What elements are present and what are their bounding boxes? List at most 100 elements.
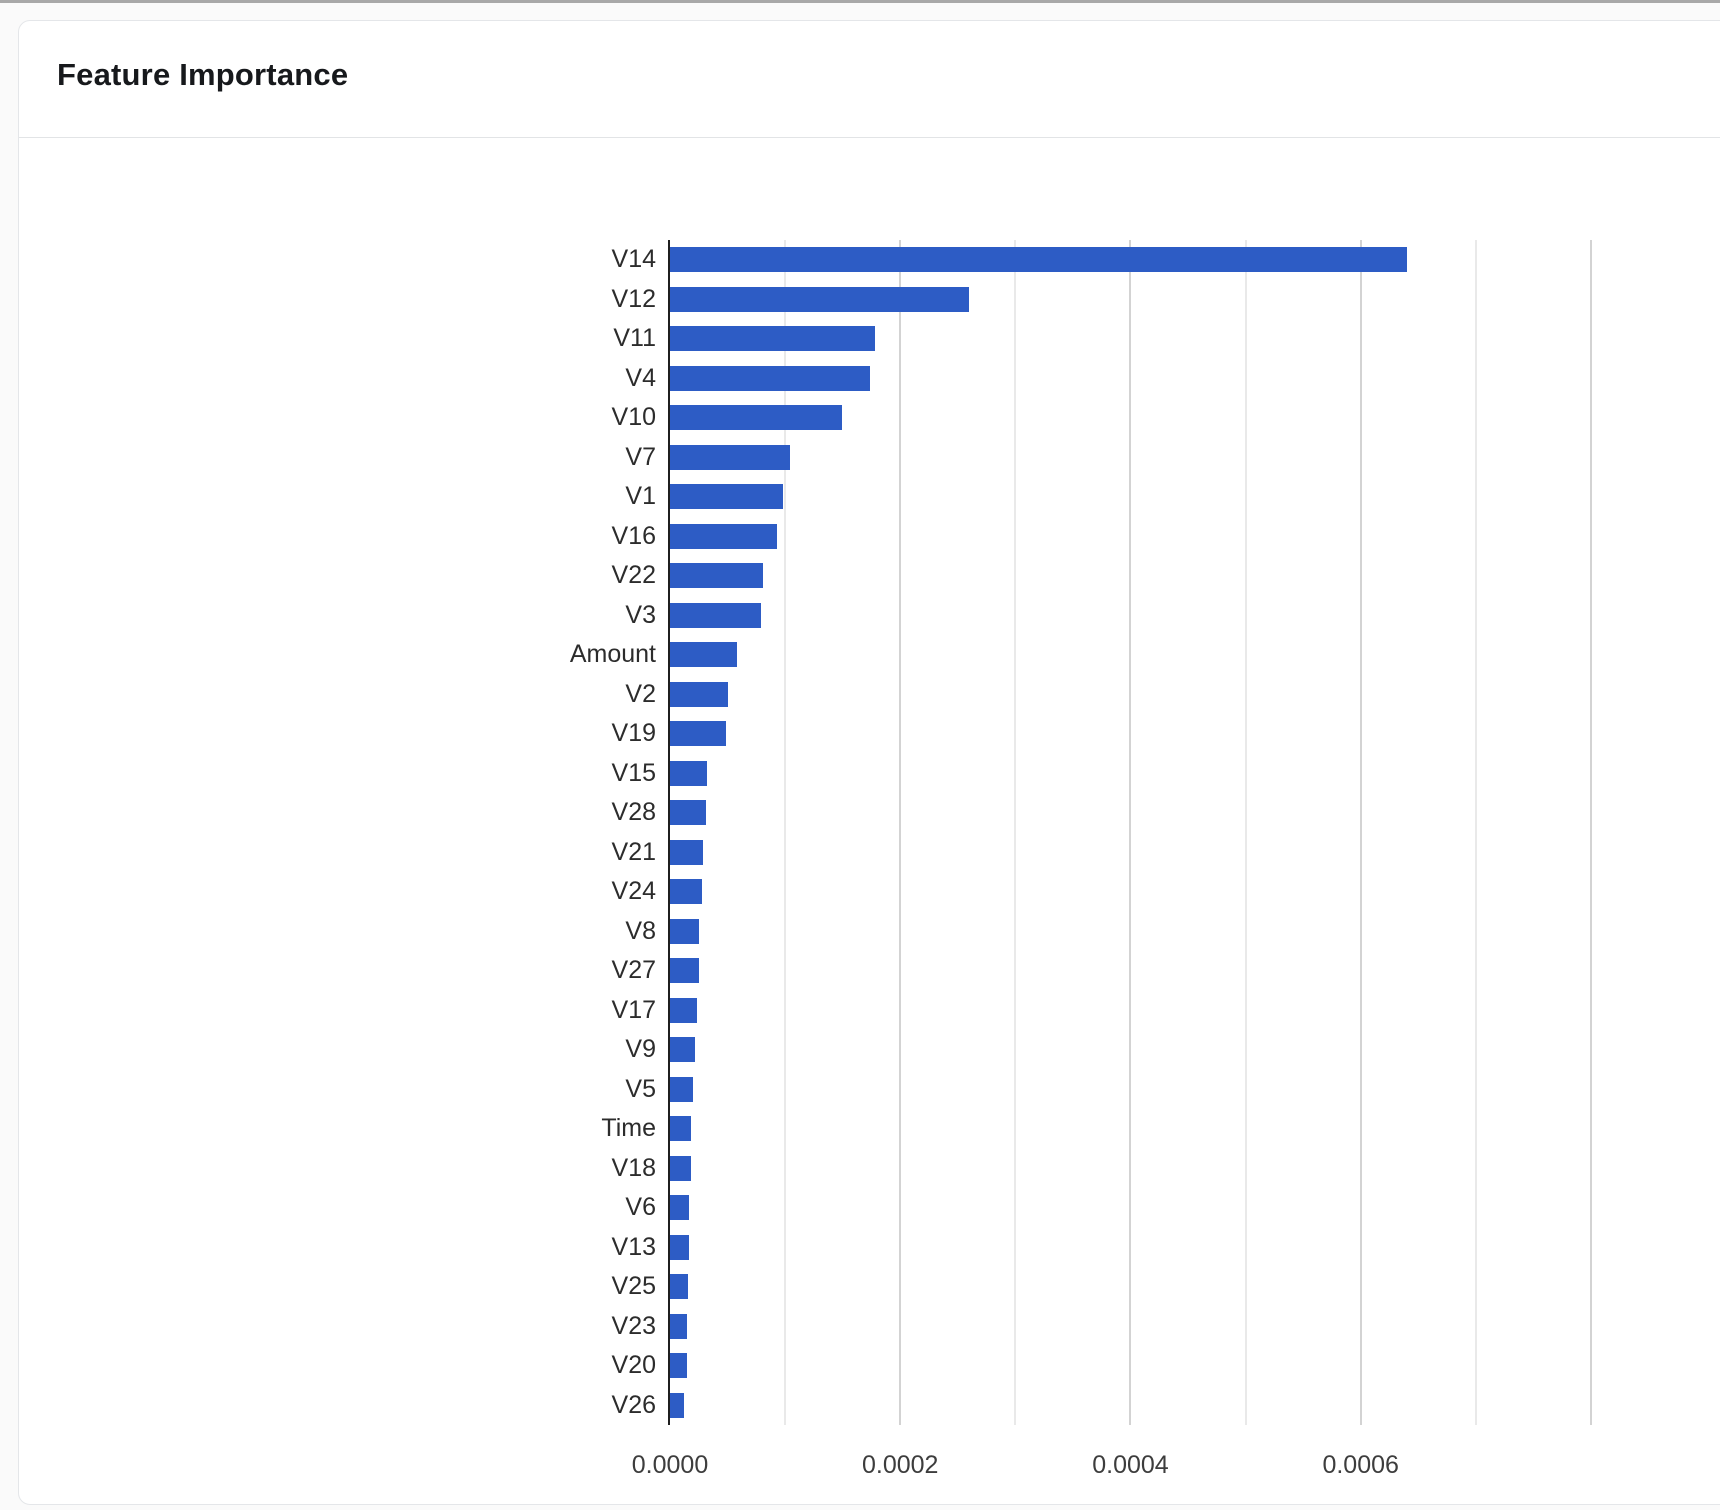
importance-bar-V2 (670, 681, 728, 707)
importance-bar-V21 (670, 839, 704, 865)
plot-area (670, 240, 1720, 1425)
y-axis-label-Amount: Amount (569, 640, 656, 668)
y-axis-label-V1: V1 (625, 482, 656, 510)
bar-row (670, 1149, 1720, 1189)
y-axis-label-V9: V9 (625, 1035, 656, 1063)
y-axis-label-V23: V23 (611, 1311, 656, 1340)
importance-bar-V9 (670, 1037, 695, 1062)
y-axis-label-V16: V16 (611, 521, 656, 550)
y-axis-label-V14: V14 (611, 245, 656, 273)
importance-bar-Time (670, 1116, 692, 1141)
bar-row (670, 1307, 1720, 1347)
bar-row (670, 1228, 1720, 1268)
bar-row (670, 714, 1720, 754)
y-axis-label-V25: V25 (611, 1272, 656, 1300)
top-edge-strip (0, 0, 1720, 3)
y-axis-label-V8: V8 (625, 916, 656, 945)
gridline (1244, 240, 1247, 1425)
importance-bar-V16 (670, 523, 778, 549)
importance-bar-V26 (670, 1392, 685, 1418)
y-axis-label-V24: V24 (611, 877, 656, 905)
importance-bar-V14 (670, 247, 1407, 272)
y-axis-label-V28: V28 (611, 798, 656, 826)
y-axis-line (668, 240, 670, 1425)
y-axis-label-V6: V6 (625, 1193, 656, 1221)
bar-row (670, 991, 1720, 1031)
bar-row (670, 675, 1720, 715)
bar-row (670, 833, 1720, 873)
importance-bar-V23 (670, 1313, 687, 1339)
importance-bar-V19 (670, 721, 726, 746)
x-axis-labels: 0.0000 0.0002 0.0004 0.0006 (632, 1449, 1720, 1481)
bar-row (670, 477, 1720, 517)
x-axis-tick-label: 0.0002 (861, 1451, 939, 1479)
bar-row (670, 359, 1720, 399)
gridline (899, 240, 902, 1425)
bar-row (670, 398, 1720, 438)
bar-row (670, 1109, 1720, 1149)
bar-row (670, 1346, 1720, 1386)
y-axis-label-V11: V11 (613, 324, 656, 352)
importance-bar-V28 (670, 800, 706, 825)
importance-bar-V18 (670, 1155, 691, 1181)
y-axis-label-V15: V15 (611, 758, 656, 787)
importance-bar-V1 (670, 484, 783, 509)
gridline (784, 240, 787, 1425)
card-header: Feature Importance (19, 21, 1720, 138)
bar-row (670, 596, 1720, 636)
y-axis-label-V21: V21 (611, 837, 656, 866)
importance-bar-V7 (670, 444, 790, 470)
importance-bar-V4 (670, 365, 871, 391)
importance-bar-V13 (670, 1234, 689, 1260)
importance-bar-V27 (670, 958, 699, 983)
bar-row (670, 1030, 1720, 1070)
bar-row (670, 793, 1720, 833)
card-title: Feature Importance (57, 57, 349, 92)
feature-importance-chart: V14 V12 V11 V4 V10 V7 V1 V16 V22 V3 Amount V2 V19 V15… (19, 21, 1720, 1504)
bar-row (670, 951, 1720, 991)
importance-bar-V10 (670, 405, 842, 430)
y-axis-labels: V14 V12 V11 V4 V10 V7 V1 V16 V22 V3 Amount V2 V19 V15… (19, 240, 656, 1425)
bar-row (670, 1267, 1720, 1307)
importance-bar-V3 (670, 602, 761, 628)
importance-bar-V17 (670, 997, 698, 1023)
gridline (1589, 240, 1592, 1425)
importance-bar-V5 (670, 1076, 694, 1102)
y-axis-label-V26: V26 (611, 1390, 656, 1419)
importance-bar-V25 (670, 1274, 689, 1299)
y-axis-label-V2: V2 (625, 679, 656, 708)
importance-bar-V12 (670, 286, 970, 312)
importance-bar-V15 (670, 760, 707, 786)
y-axis-label-V22: V22 (611, 561, 656, 589)
y-axis-label-V19: V19 (611, 719, 656, 747)
gridline (1129, 240, 1132, 1425)
x-axis-tick-label: 0.0006 (1322, 1451, 1399, 1479)
y-axis-label-V7: V7 (625, 442, 656, 471)
x-axis-tick-label: 0.0000 (631, 1451, 709, 1479)
y-axis-label-V13: V13 (611, 1232, 656, 1261)
bar-row (670, 912, 1720, 952)
bar-row (670, 635, 1720, 675)
y-axis-label-V5: V5 (625, 1074, 656, 1103)
y-axis-label-Time: Time (601, 1114, 656, 1142)
y-axis-label-V3: V3 (625, 600, 656, 629)
bar-row (670, 754, 1720, 794)
y-axis-label-V27: V27 (611, 956, 656, 984)
importance-bar-V11 (670, 326, 875, 351)
bar-row (670, 556, 1720, 596)
importance-bar-V20 (670, 1353, 687, 1378)
bar-row (670, 280, 1720, 320)
bar-row (670, 1070, 1720, 1110)
bar-row (670, 1386, 1720, 1426)
bar-row (670, 438, 1720, 478)
bar-row (670, 1188, 1720, 1228)
y-axis-label-V17: V17 (611, 995, 656, 1024)
gridline (1014, 240, 1017, 1425)
y-axis-label-V12: V12 (611, 284, 656, 313)
y-axis-label-V10: V10 (611, 403, 656, 431)
importance-bar-Amount (670, 642, 738, 667)
importance-bar-V24 (670, 879, 702, 904)
gridline (1474, 240, 1477, 1425)
x-axis-tick-label: 0.0004 (1092, 1451, 1169, 1479)
importance-bar-V22 (670, 563, 764, 588)
